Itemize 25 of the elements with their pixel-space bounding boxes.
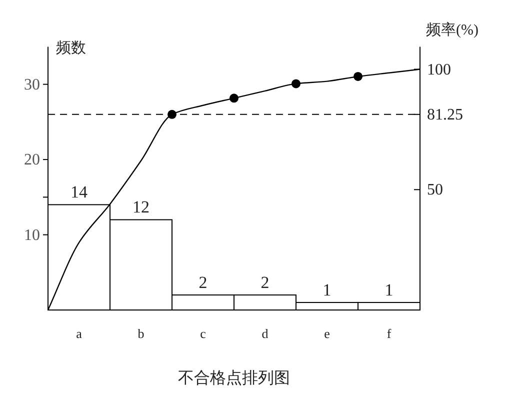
y-tick-label: 30 bbox=[24, 76, 40, 94]
y-tick-label: 10 bbox=[24, 226, 40, 244]
x-tick-label: a bbox=[76, 326, 82, 341]
y-axis-title: 频数 bbox=[56, 40, 86, 57]
x-tick-label: f bbox=[386, 326, 392, 341]
x-tick-label: b bbox=[138, 326, 144, 341]
data-label: 2 bbox=[198, 272, 208, 292]
y2-tick-label: 100 bbox=[427, 61, 451, 78]
text: 不合格点排列图 bbox=[178, 369, 290, 387]
data-label: 1 bbox=[384, 280, 394, 300]
y2-axis-title: 频率(%) bbox=[426, 22, 478, 39]
y-tick-label: 20 bbox=[24, 152, 40, 169]
x-tick-label: d bbox=[262, 326, 269, 341]
point bbox=[168, 110, 176, 119]
point bbox=[230, 94, 238, 103]
point bbox=[292, 79, 300, 88]
x-tick-label: e bbox=[324, 326, 330, 341]
x-tick-label: c bbox=[200, 326, 206, 341]
y2-tick-label: 50 bbox=[427, 182, 443, 199]
data-label: 12 bbox=[132, 198, 150, 217]
data-label: 14 bbox=[70, 182, 88, 202]
data-label: 1 bbox=[322, 280, 332, 300]
y2-tick-label: 81.25 bbox=[427, 106, 463, 124]
data-label: 2 bbox=[260, 272, 270, 292]
point bbox=[354, 72, 362, 81]
